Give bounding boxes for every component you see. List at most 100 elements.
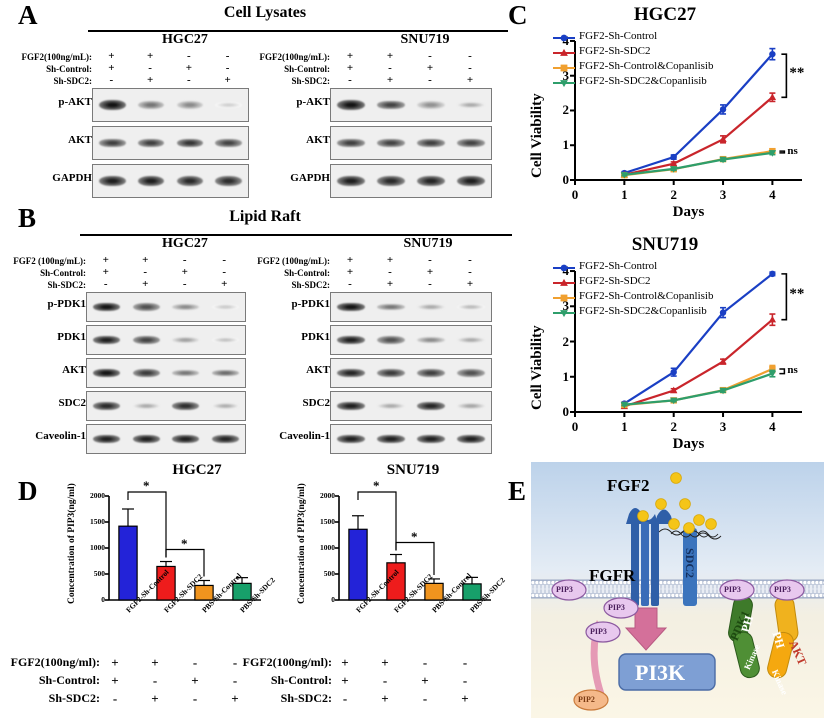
- y-tick-label: 1000: [320, 543, 335, 552]
- significance-annotation: *: [411, 528, 418, 544]
- blot-condition-label: Sh-Control:: [46, 64, 92, 74]
- blot-row-label: PDK1: [57, 331, 86, 343]
- y-tick-label: 2: [562, 333, 570, 349]
- legend-entry: FGF2-Sh-Control&Copanlisib: [579, 60, 714, 72]
- blot-row-label: AKT: [306, 134, 330, 146]
- x-tick-label: 2: [670, 419, 677, 434]
- blot-condition-value: +: [102, 266, 109, 278]
- blot-condition-label: Sh-SDC2:: [53, 76, 92, 86]
- blot-band: [337, 434, 365, 444]
- blot-condition-value: +: [346, 62, 354, 74]
- blot-band: [457, 434, 485, 444]
- blot-condition-label: Sh-SDC2:: [291, 280, 330, 290]
- panel-d-condition-value: +: [341, 673, 349, 688]
- blot-band: [457, 304, 485, 310]
- panel-a-rule: [88, 30, 508, 32]
- panel-d-condition-value: -: [422, 655, 428, 670]
- panel-d-condition-value: -: [462, 655, 468, 670]
- pip3-bar-chart-snu719: SNU719 0 500 1000 1500 2000 Concentration of P…: [275, 462, 507, 662]
- blot-condition-value: -: [468, 254, 472, 266]
- panel-d-condition-value: -: [112, 691, 118, 706]
- blot-image: [86, 391, 246, 421]
- legend-entry: FGF2-Sh-Control: [579, 30, 658, 42]
- x-tick-label: 4: [769, 187, 776, 202]
- blot-band: [417, 434, 445, 444]
- y-axis-title: Concentration of PIP3(ng/ml): [297, 483, 307, 604]
- panel-c-letter: C: [508, 0, 528, 30]
- blot-band: [377, 100, 405, 110]
- y-tick-label: 1: [562, 368, 570, 384]
- y-tick-label: 1500: [320, 517, 335, 526]
- blot-row-label: PDK1: [301, 331, 330, 343]
- blot-image: [330, 88, 492, 122]
- cell-viability-chart-hgc27: HGC270123401234Cell ViabilityDaysFGF2-Sh…: [505, 0, 824, 228]
- blot-condition-value: +: [102, 254, 109, 266]
- blot-band: [132, 336, 160, 344]
- blot-condition-value: +: [426, 62, 434, 74]
- bar: [118, 525, 138, 601]
- legend-entry: FGF2-Sh-SDC2: [579, 275, 651, 287]
- blot-condition-value: -: [225, 62, 230, 74]
- blot-condition-label: Sh-Control:: [284, 64, 330, 74]
- blot-row-label: p-PDK1: [291, 298, 331, 310]
- cell-viability-chart-snu719: SNU7190123401234Cell ViabilityDaysFGF2-S…: [505, 228, 824, 460]
- blot-condition-label: FGF2(100ng/mL):: [21, 52, 93, 62]
- blot-band: [417, 304, 445, 310]
- blot-condition-value: -: [388, 62, 392, 74]
- blot-band: [93, 335, 121, 345]
- bar: [156, 565, 176, 601]
- blot-band: [137, 101, 165, 109]
- pip3-label: PIP3: [774, 585, 791, 594]
- panel-b-snu719-label: SNU719: [403, 236, 453, 251]
- blot-image: [330, 391, 492, 421]
- significance-annotation: **: [789, 285, 805, 302]
- blot-row-label: GAPDH: [290, 172, 330, 184]
- panel-d-condition-value: -: [152, 673, 158, 688]
- blot-condition-value: +: [386, 74, 394, 86]
- panel-d-condition-value: +: [191, 673, 199, 688]
- blot-band: [377, 403, 405, 409]
- blot-band: [93, 434, 121, 444]
- bar: [386, 562, 406, 601]
- blot-condition-value: -: [109, 74, 114, 86]
- blot-image: [86, 292, 246, 322]
- blot-band: [132, 403, 160, 409]
- x-tick-label: 4: [769, 419, 776, 434]
- blot-row-label: SDC2: [302, 397, 330, 409]
- blot-band: [99, 100, 126, 110]
- panel-d-condition-value: -: [342, 691, 348, 706]
- blot-band: [457, 403, 485, 409]
- blot-band: [417, 176, 445, 186]
- blot-band: [93, 302, 121, 312]
- blot-condition-value: +: [146, 50, 154, 62]
- blot-band: [215, 102, 242, 108]
- blot-band: [337, 100, 365, 110]
- panel-d-condition-value: +: [381, 655, 389, 670]
- panel-b-title: Lipid Raft: [229, 208, 301, 225]
- blot-condition-value: -: [388, 266, 392, 278]
- x-tick-label: 3: [719, 419, 727, 434]
- panel-d-condition-value: +: [111, 655, 119, 670]
- blot-condition-value: +: [108, 62, 115, 74]
- y-tick-label: 500: [93, 569, 105, 578]
- blot-condition-value: -: [143, 266, 148, 278]
- blot-condition-value: +: [426, 266, 434, 278]
- pip3-label: PIP3: [590, 627, 607, 636]
- blot-condition-value: -: [148, 62, 152, 74]
- blot-condition-value: +: [346, 266, 354, 278]
- y-axis-title: Cell Viability: [529, 325, 545, 410]
- blot-band: [337, 302, 365, 312]
- blot-band: [337, 138, 365, 148]
- blot-condition-value: -: [468, 62, 472, 74]
- fgfr-label: FGFR: [589, 566, 636, 585]
- blot-band: [211, 304, 239, 310]
- blot-row-label: AKT: [306, 364, 330, 376]
- blot-band: [377, 176, 405, 186]
- panel-b-letter: B: [18, 203, 37, 233]
- blot-image: [92, 88, 249, 122]
- panel-d-condition-value: -: [192, 691, 198, 706]
- blot-row-label: SDC2: [58, 397, 86, 409]
- blot-condition-value: +: [386, 50, 394, 62]
- chart-title: SNU719: [631, 234, 699, 255]
- y-tick-label: 2000: [90, 491, 105, 500]
